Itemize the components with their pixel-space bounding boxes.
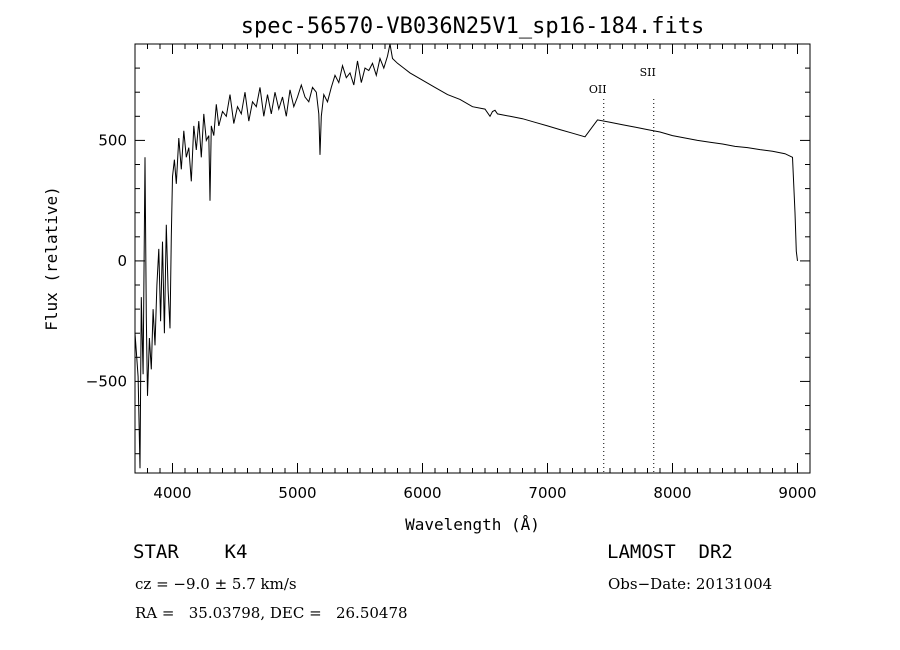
coordinates-label: RA = 35.03798, DEC = 26.50478 [135,604,408,622]
x-tick-label: 9000 [778,484,816,502]
object-type-label: STAR K4 [133,541,248,563]
x-tick-label: 4000 [153,484,191,502]
survey-label: LAMOST DR2 [607,541,733,563]
x-tick-label: 8000 [653,484,691,502]
y-axis-label: Flux (relative) [42,186,61,331]
obs-date-label: Obs−Date: 20131004 [608,575,773,593]
y-tick-label: 500 [98,131,127,149]
x-tick-label: 7000 [528,484,566,502]
x-tick-label: 5000 [278,484,316,502]
plot-frame [134,43,811,474]
redshift-label: cz = −9.0 ± 5.7 km/s [135,575,297,593]
line-marker-label: OII [589,83,607,96]
line-marker-label: SII [640,66,656,79]
x-axis-label: Wavelength (Å) [405,515,540,534]
chart-title: spec-56570-VB036N25V1_sp16-184.fits [241,14,705,39]
x-tick-label: 6000 [403,484,441,502]
y-tick-label: 0 [117,252,127,270]
spectrum-line [134,43,798,469]
y-tick-label: −500 [86,372,127,390]
